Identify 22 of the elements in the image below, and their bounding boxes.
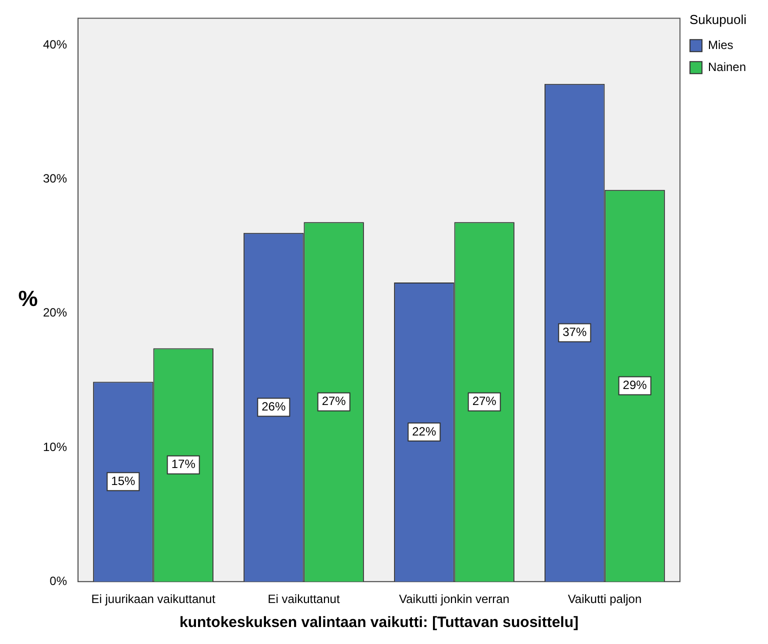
legend-label: Nainen <box>708 60 746 74</box>
x-tick-label: Vaikutti paljon <box>568 592 642 606</box>
data-label: 27% <box>322 394 346 408</box>
legend-title: Sukupuoli <box>689 12 747 28</box>
legend-label: Mies <box>708 38 734 52</box>
y-tick-label: 40% <box>42 37 68 52</box>
x-tick-label: Ei vaikuttanut <box>268 592 340 606</box>
x-axis-title: kuntokeskuksen valintaan vaikutti: [Tuttavan suosittelu] <box>180 614 578 632</box>
data-label: 37% <box>562 325 587 340</box>
y-tick-label: 20% <box>42 306 68 320</box>
data-label: 15% <box>111 474 136 488</box>
data-label: 26% <box>262 400 286 414</box>
x-tick-label: Ei juurikaan vaikuttanut <box>91 592 216 606</box>
data-label: 27% <box>472 394 497 408</box>
y-tick-label: 0% <box>50 574 68 588</box>
data-label: 29% <box>622 378 648 392</box>
data-label: 17% <box>171 457 196 472</box>
y-tick-label: 10% <box>42 440 68 454</box>
y-tick-label: 30% <box>42 171 68 186</box>
y-axis-title: % <box>18 286 38 311</box>
data-label: 22% <box>412 424 436 438</box>
x-tick-label: Vaikutti jonkin verran <box>398 592 510 606</box>
